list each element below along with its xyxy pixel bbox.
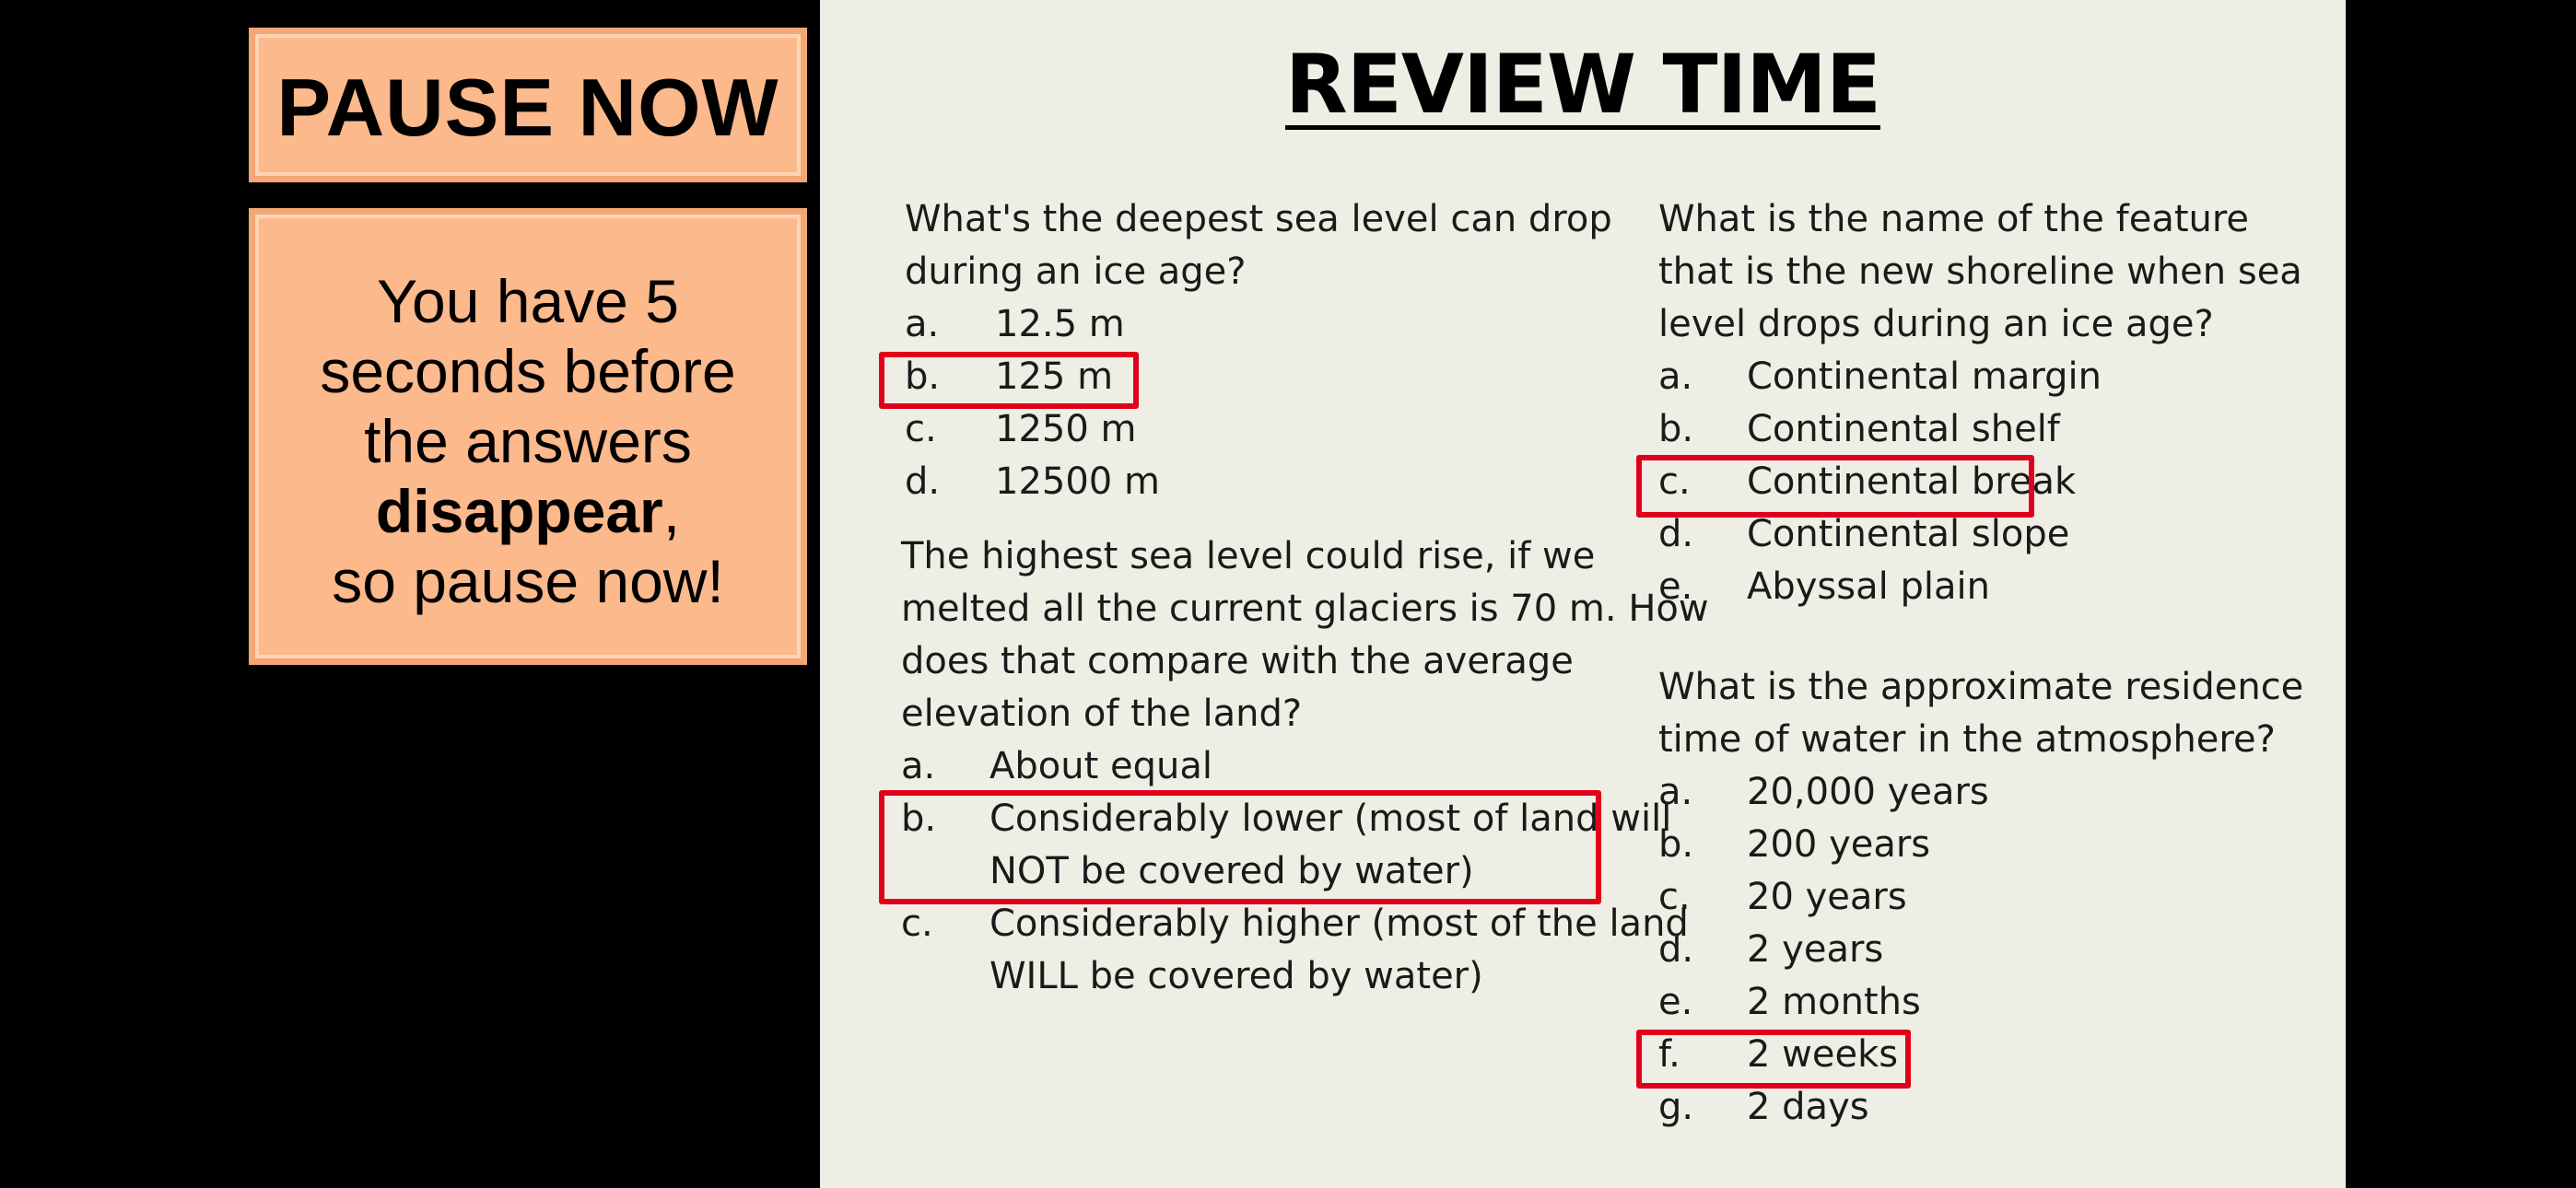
- answer-option: c. 1250 m: [905, 403, 1623, 456]
- option-letter: e.: [1658, 981, 1693, 1023]
- option-letter: c.: [901, 903, 933, 945]
- message-line: the answers: [364, 407, 692, 475]
- option-text: Continental break: [1747, 460, 2077, 503]
- option-letter: b.: [1658, 823, 1694, 866]
- question-1: What's the deepest sea level can drop du…: [905, 193, 1623, 508]
- option-text: Continental slope: [1747, 513, 2070, 555]
- option-text: 12.5 m: [995, 303, 1125, 345]
- answer-option: c. Considerably higher (most of the land …: [901, 898, 1712, 1003]
- answer-option: b. 125 m: [905, 351, 1623, 403]
- question-4: What is the approximate residence time o…: [1658, 661, 2331, 1134]
- slide-title: REVIEW TIME: [1285, 37, 1881, 132]
- option-text: 125 m: [995, 355, 1114, 398]
- option-text: 20 years: [1747, 876, 1907, 918]
- question-stem: What is the approximate residence time o…: [1658, 666, 2304, 761]
- pause-message-box: You have 5 seconds before the answers di…: [249, 208, 807, 665]
- message-comma: ,: [662, 477, 681, 545]
- option-letter: a.: [905, 303, 940, 345]
- answer-option: c. Continental break: [1658, 456, 2331, 508]
- option-letter: d.: [1658, 513, 1694, 555]
- option-letter: a.: [1658, 771, 1693, 813]
- option-text: 2 months: [1747, 981, 1921, 1023]
- option-letter: b.: [905, 355, 941, 398]
- option-letter: b.: [901, 798, 937, 840]
- answer-highlight-box: [1636, 1030, 1911, 1089]
- pause-now-box: PAUSE NOW: [249, 28, 807, 182]
- option-letter: d.: [905, 460, 941, 503]
- option-text: Considerably higher (most of the land WI…: [989, 903, 1689, 997]
- pause-now-title: PAUSE NOW: [276, 62, 779, 153]
- question-3: What is the name of the feature that is …: [1658, 193, 2331, 613]
- option-letter: c.: [905, 408, 937, 450]
- option-letter: c.: [1658, 460, 1691, 503]
- option-letter: d.: [1658, 928, 1694, 971]
- message-bold-word: disappear: [375, 477, 663, 545]
- answer-option: a. 20,000 years: [1658, 766, 2331, 819]
- answer-option: g. 2 days: [1658, 1081, 2331, 1134]
- option-text: Abyssal plain: [1747, 565, 1990, 608]
- answer-option: a. About equal: [901, 740, 1712, 793]
- option-text: Continental shelf: [1747, 408, 2060, 450]
- option-letter: b.: [1658, 408, 1694, 450]
- answer-option: b. 200 years: [1658, 819, 2331, 871]
- option-letter: e.: [1658, 565, 1693, 608]
- answer-highlight-box: [879, 790, 1601, 904]
- option-text: 12500 m: [995, 460, 1160, 503]
- answer-highlight-box: [879, 352, 1139, 409]
- option-text: 2 years: [1747, 928, 1884, 971]
- review-slide: REVIEW TIME What's the deepest sea level…: [820, 0, 2346, 1188]
- option-text: Continental margin: [1747, 355, 2102, 398]
- question-stem: The highest sea level could rise, if we …: [901, 535, 1709, 735]
- answer-option: e. 2 months: [1658, 976, 2331, 1029]
- option-text: 2 weeks: [1747, 1033, 1899, 1076]
- option-letter: a.: [1658, 355, 1693, 398]
- answer-option: c. 20 years: [1658, 871, 2331, 924]
- answer-option: d. Continental slope: [1658, 508, 2331, 561]
- option-letter: c.: [1658, 876, 1691, 918]
- question-stem: What's the deepest sea level can drop du…: [905, 198, 1612, 293]
- message-line: so pause now!: [332, 547, 724, 615]
- option-text: 1250 m: [995, 408, 1137, 450]
- answer-option: d. 12500 m: [905, 456, 1623, 508]
- option-text: Considerably lower (most of land will NO…: [989, 798, 1672, 892]
- question-2: The highest sea level could rise, if we …: [901, 530, 1712, 1003]
- answer-option: a. Continental margin: [1658, 351, 2331, 403]
- answer-option: a. 12.5 m: [905, 298, 1623, 351]
- option-text: 20,000 years: [1747, 771, 1989, 813]
- answer-option: e. Abyssal plain: [1658, 561, 2331, 613]
- pause-message: You have 5 seconds before the answers di…: [255, 215, 801, 616]
- answer-highlight-box: [1636, 455, 2034, 518]
- option-letter: f.: [1658, 1033, 1680, 1076]
- option-text: 2 days: [1747, 1086, 1869, 1128]
- answer-option: f. 2 weeks: [1658, 1029, 2331, 1081]
- answer-option: b. Continental shelf: [1658, 403, 2331, 456]
- option-letter: a.: [901, 745, 936, 787]
- option-text: 200 years: [1747, 823, 1931, 866]
- option-letter: g.: [1658, 1086, 1694, 1128]
- question-stem: What is the name of the feature that is …: [1658, 198, 2302, 345]
- option-text: About equal: [989, 745, 1212, 787]
- answer-option: d. 2 years: [1658, 924, 2331, 976]
- message-line: seconds before: [320, 337, 736, 405]
- answer-option: b. Considerably lower (most of land will …: [901, 793, 1712, 898]
- message-line: You have 5: [377, 267, 679, 335]
